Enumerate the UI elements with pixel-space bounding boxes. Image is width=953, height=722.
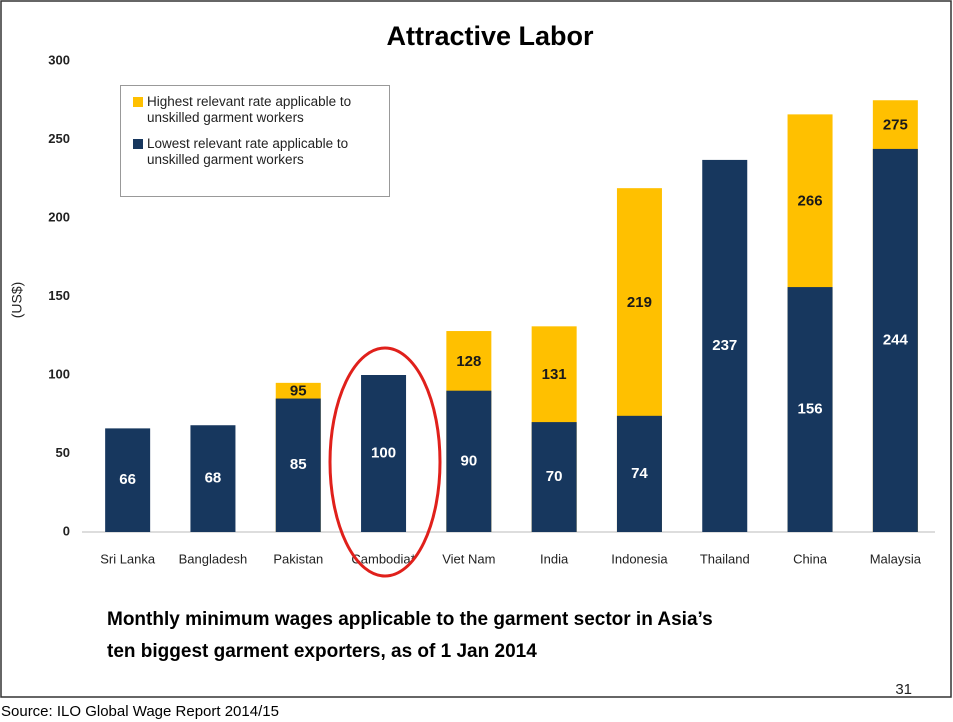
data-label: 85: [290, 456, 307, 473]
legend-label: Lowest relevant rate applicable to unski…: [147, 136, 349, 167]
bar: [872, 148, 918, 533]
bar: [616, 415, 662, 532]
bar: [275, 398, 321, 532]
data-label: 95: [290, 383, 307, 400]
y-tick-label: 50: [56, 445, 70, 460]
x-tick-label: Sri Lanka: [100, 551, 156, 566]
y-tick-label: 250: [48, 131, 70, 146]
caption-line: ten biggest garment exporters, as of 1 J…: [107, 641, 537, 662]
x-tick-label: Indonesia: [611, 551, 668, 566]
data-label: 68: [205, 470, 222, 487]
y-tick-label: 300: [48, 52, 70, 67]
highlight-ellipse: [328, 346, 442, 578]
data-label: 100: [371, 444, 396, 461]
bar: [531, 422, 577, 532]
legend-swatch: [133, 97, 143, 107]
legend: Highest relevant rate applicable to unsk…: [120, 85, 390, 197]
data-label: 266: [798, 193, 823, 210]
slide-frame: [0, 0, 952, 698]
data-label: 156: [798, 401, 823, 418]
legend-entry: Highest relevant rate applicable to unsk…: [133, 94, 381, 126]
data-label: 66: [119, 471, 136, 488]
legend-swatch: [133, 139, 143, 149]
data-label: 131: [542, 366, 567, 383]
x-tick-label: India: [540, 551, 569, 566]
data-label: 70: [546, 468, 563, 485]
x-tick-label: Pakistan: [273, 551, 323, 566]
chart-title: Attractive Labor: [386, 21, 594, 51]
legend-entry: Lowest relevant rate applicable to unski…: [133, 136, 381, 168]
bar: [702, 159, 748, 532]
bar: [787, 287, 833, 532]
x-tick-label: Viet Nam: [442, 551, 495, 566]
x-tick-label: Bangladesh: [179, 551, 248, 566]
y-tick-label: 100: [48, 366, 70, 381]
data-label: 275: [883, 117, 908, 134]
y-tick-label: 150: [48, 288, 70, 303]
caption-line: Monthly minimum wages applicable to the …: [107, 609, 713, 630]
page-number: 31: [895, 681, 912, 698]
x-tick-label: China: [793, 551, 828, 566]
legend-label: Highest relevant rate applicable to unsk…: [147, 94, 352, 125]
bar: [190, 425, 236, 532]
bar: [361, 375, 407, 532]
bar: [105, 428, 151, 532]
x-tick-label: Malaysia: [870, 551, 922, 566]
x-tick-label: Thailand: [700, 551, 750, 566]
data-label: 74: [631, 465, 648, 482]
data-label: 244: [883, 331, 909, 348]
y-tick-label: 200: [48, 209, 70, 224]
x-tick-label: Cambodia*: [351, 551, 415, 566]
data-label: 90: [461, 452, 478, 469]
source: Source: ILO Global Wage Report 2014/15: [1, 703, 279, 720]
data-label: 219: [627, 294, 652, 311]
bar: [446, 390, 492, 532]
data-label: 128: [456, 353, 481, 370]
y-axis-label: (US$): [9, 282, 25, 319]
data-label: 237: [712, 337, 737, 354]
y-tick-label: 0: [63, 523, 70, 538]
